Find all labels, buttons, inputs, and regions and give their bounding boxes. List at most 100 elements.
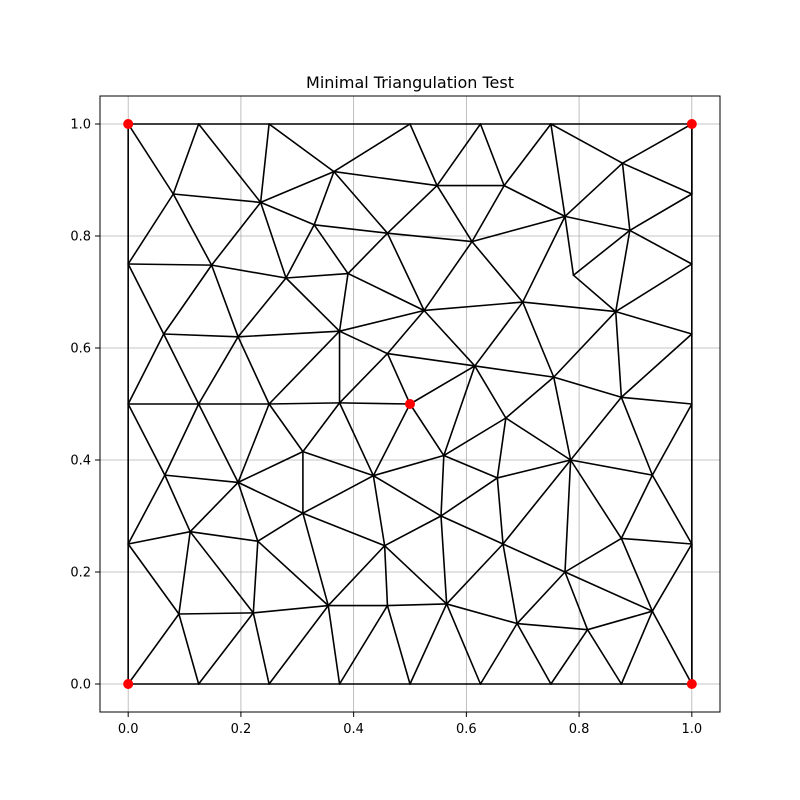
mesh-edge [620, 537, 693, 545]
mesh-edge [302, 512, 386, 547]
highlight-point [123, 119, 134, 129]
mesh-edge [586, 628, 623, 685]
mesh-edge [496, 459, 572, 479]
mesh-edge [347, 272, 425, 312]
mesh-edge [127, 263, 213, 266]
mesh-edge [285, 224, 315, 279]
mesh-edge [313, 170, 335, 226]
mesh-edge [164, 474, 239, 484]
mesh-edge [552, 310, 617, 378]
mesh-edge [259, 201, 315, 226]
mesh-edge [516, 622, 589, 631]
mesh-edge [333, 170, 438, 187]
highlight-point [686, 119, 697, 129]
mesh-edge [614, 310, 623, 399]
mesh-edge [572, 274, 617, 313]
mesh-edge [259, 123, 270, 204]
mesh-edge [178, 613, 200, 685]
mesh-edge [372, 403, 411, 477]
mesh-edge [443, 454, 499, 479]
mesh-edge [164, 474, 191, 533]
mesh-edge [372, 474, 386, 547]
mesh-edge [445, 603, 518, 625]
mesh-edge [569, 459, 623, 540]
mesh-edge [564, 571, 654, 613]
mesh-edge [210, 264, 287, 279]
chart-title: Minimal Triangulation Test [306, 73, 514, 92]
y-tick-label: 0.8 [70, 230, 91, 245]
mesh-edge [443, 417, 507, 457]
y-tick-label: 0.6 [70, 342, 91, 357]
mesh-edge [386, 184, 438, 234]
mesh-edge [471, 215, 566, 243]
y-tick-label: 1.0 [70, 118, 91, 133]
mesh-edge [620, 474, 654, 540]
mesh-edge [436, 184, 473, 243]
mesh-edge [327, 544, 386, 607]
mesh-edge [302, 512, 330, 607]
mesh-edge [162, 333, 239, 338]
mesh-edge [302, 402, 341, 453]
mesh-edge [516, 622, 552, 685]
x-tick-label: 0.2 [231, 722, 252, 737]
mesh-edge [629, 193, 693, 232]
mesh-edge [621, 162, 693, 195]
mesh-edge [338, 402, 411, 405]
mesh-edge [210, 201, 262, 266]
mesh-edge [386, 604, 411, 685]
mesh-edge [440, 515, 504, 545]
mesh-edge [620, 333, 693, 399]
mesh-edge [621, 162, 631, 232]
mesh-edge [237, 481, 304, 515]
mesh-edge [521, 215, 566, 303]
mesh-edge [521, 301, 617, 313]
highlight-point [123, 679, 134, 689]
mesh-edge [197, 335, 239, 405]
mesh-edge [502, 543, 566, 573]
mesh-edge [505, 376, 555, 419]
mesh-edge [651, 543, 693, 613]
mesh-edge [651, 474, 693, 545]
mesh-edge [564, 459, 572, 573]
mesh-edge [333, 170, 389, 234]
mesh-edge [572, 229, 631, 277]
mesh-edge [237, 277, 287, 338]
mesh-edge [505, 417, 572, 461]
mesh-edge [409, 403, 445, 457]
mesh-edge [302, 450, 375, 477]
mesh-edge [252, 612, 270, 685]
mesh-edge [550, 628, 589, 685]
mesh-edge [423, 240, 473, 312]
mesh-edge [257, 512, 304, 543]
mesh-edge [127, 474, 166, 545]
mesh-edge [333, 123, 411, 173]
mesh-edge [614, 310, 693, 335]
mesh-edge [127, 333, 165, 405]
mesh-edge [471, 240, 524, 303]
mesh-edge [285, 277, 341, 333]
mesh-edge [386, 309, 425, 355]
x-tick-label: 0.6 [456, 722, 477, 737]
mesh-edge [614, 263, 693, 313]
mesh-edge [651, 610, 693, 685]
mesh-edge [564, 215, 575, 277]
mesh-edge [178, 530, 191, 615]
mesh-edge [268, 330, 341, 405]
mesh-edge [443, 365, 476, 457]
mesh-edge [338, 272, 349, 333]
mesh-edge [502, 459, 572, 545]
mesh-edge [651, 403, 693, 476]
mesh-edge [386, 352, 411, 405]
y-tick-label: 0.4 [70, 454, 91, 469]
mesh-edge [564, 215, 631, 232]
mesh-edge [386, 603, 448, 607]
mesh-edge [268, 604, 330, 685]
mesh-edge [127, 530, 191, 545]
mesh-edge [162, 333, 200, 405]
x-tick-label: 1.0 [681, 722, 702, 737]
mesh-edge [313, 224, 389, 234]
mesh-edge [621, 123, 693, 164]
mesh-edge [197, 612, 255, 685]
mesh-edge [268, 403, 304, 453]
